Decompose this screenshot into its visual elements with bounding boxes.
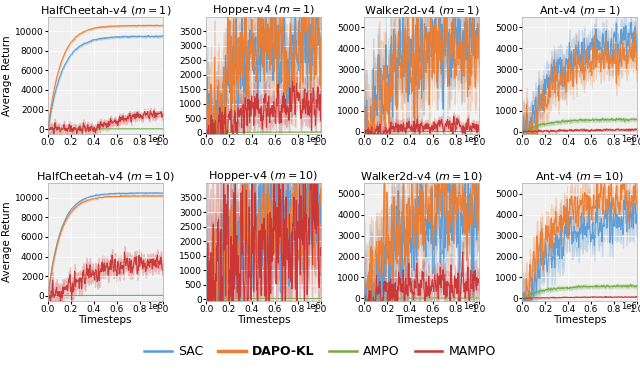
X-axis label: Timesteps: Timesteps <box>237 315 290 325</box>
Text: 1e6: 1e6 <box>305 135 321 144</box>
Text: 1e6: 1e6 <box>147 302 163 311</box>
X-axis label: Timesteps: Timesteps <box>395 315 448 325</box>
Title: Hopper-v4 ($m = 1$): Hopper-v4 ($m = 1$) <box>212 3 315 17</box>
Title: Ant-v4 ($m = 10$): Ant-v4 ($m = 10$) <box>535 170 624 183</box>
Text: 1e6: 1e6 <box>463 302 479 311</box>
Y-axis label: Average Return: Average Return <box>3 201 12 282</box>
X-axis label: Timesteps: Timesteps <box>553 315 606 325</box>
Title: Walker2d-v4 ($m = 1$): Walker2d-v4 ($m = 1$) <box>364 4 479 17</box>
Text: 1e6: 1e6 <box>147 135 163 144</box>
Text: 1e6: 1e6 <box>305 302 321 311</box>
X-axis label: Timesteps: Timesteps <box>79 315 132 325</box>
Title: Hopper-v4 ($m = 10$): Hopper-v4 ($m = 10$) <box>208 169 319 183</box>
Text: 1e6: 1e6 <box>621 135 637 144</box>
Legend: SAC, DAPO-KL, AMPO, MAMPO: SAC, DAPO-KL, AMPO, MAMPO <box>139 340 501 363</box>
Title: Walker2d-v4 ($m = 10$): Walker2d-v4 ($m = 10$) <box>360 170 483 183</box>
Text: 1e6: 1e6 <box>463 135 479 144</box>
Title: HalfCheetah-v4 ($m = 1$): HalfCheetah-v4 ($m = 1$) <box>40 4 171 17</box>
Title: HalfCheetah-v4 ($m = 10$): HalfCheetah-v4 ($m = 10$) <box>36 170 175 183</box>
Text: 1e6: 1e6 <box>621 302 637 311</box>
Title: Ant-v4 ($m = 1$): Ant-v4 ($m = 1$) <box>539 4 620 17</box>
Y-axis label: Average Return: Average Return <box>3 35 12 116</box>
